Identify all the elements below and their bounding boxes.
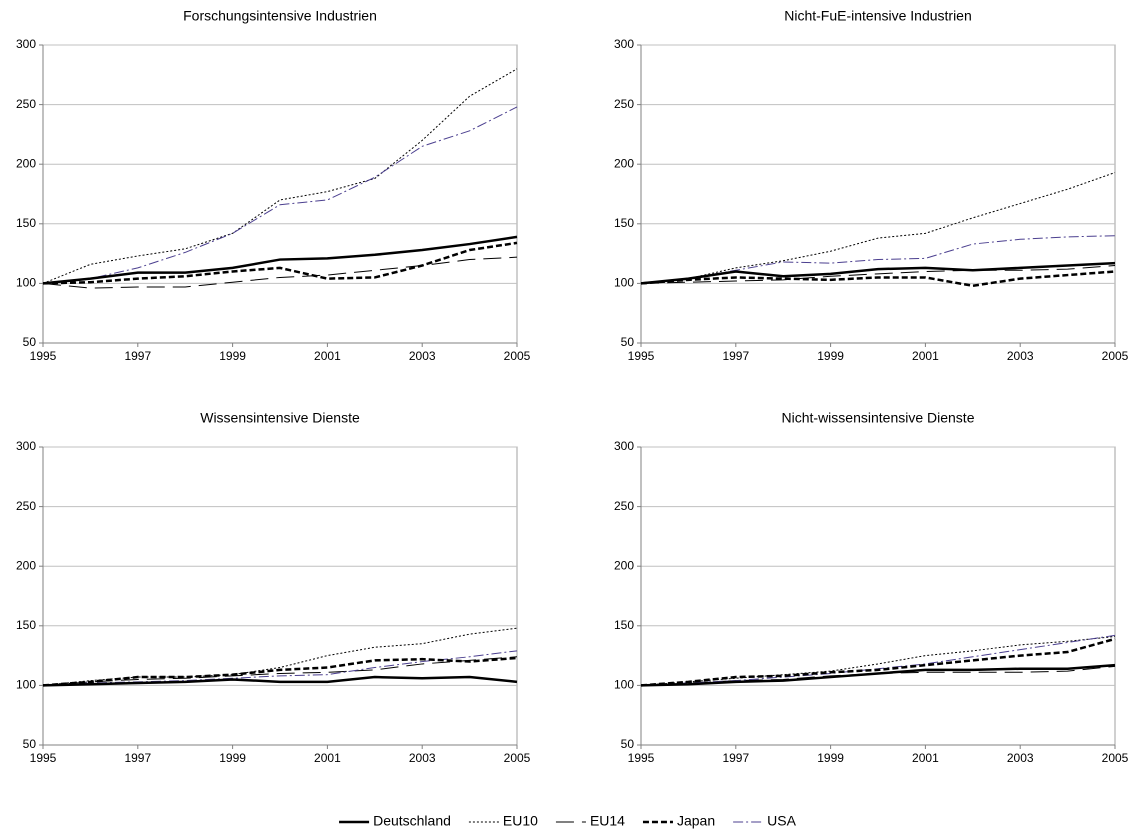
x-tick-label: 1999: [219, 349, 246, 363]
x-tick-label: 2001: [912, 751, 939, 765]
chart-title: Wissensintensive Dienste: [200, 410, 360, 426]
y-tick-label: 150: [16, 618, 36, 632]
x-tick-label: 2003: [1007, 751, 1034, 765]
plot-border: [42, 446, 518, 746]
series-line: [640, 265, 1116, 284]
series-line: [640, 637, 1116, 687]
legend-label: USA: [767, 813, 796, 829]
x-tick-label: 2001: [912, 349, 939, 363]
x-tick-label: 2005: [1102, 751, 1129, 765]
x-tick-label: 2001: [314, 349, 341, 363]
y-tick-label: 200: [614, 558, 634, 572]
y-tick-label: 150: [614, 618, 634, 632]
y-tick-label: 200: [16, 558, 36, 572]
y-tick-label: 300: [16, 439, 36, 453]
series-line: [42, 627, 518, 686]
x-tick-label: 1995: [628, 751, 655, 765]
x-tick-label: 2005: [504, 349, 531, 363]
chart-title: Nicht-wissensintensive Dienste: [782, 410, 975, 426]
y-tick-label: 250: [16, 499, 36, 513]
series-line: [640, 663, 1116, 687]
series-line: [42, 656, 518, 687]
chart-title: Forschungsintensive Industrien: [183, 8, 377, 24]
plot-border: [640, 44, 1116, 344]
series-line: [640, 261, 1116, 285]
x-tick-label: 1997: [722, 349, 749, 363]
series-line: [42, 675, 518, 687]
x-tick-label: 1997: [124, 349, 151, 363]
y-tick-label: 300: [16, 37, 36, 51]
y-tick-label: 250: [614, 499, 634, 513]
series-line: [42, 235, 518, 285]
legend-label: EU14: [590, 813, 625, 829]
y-tick-label: 100: [614, 276, 634, 290]
x-tick-label: 2003: [409, 751, 436, 765]
y-tick-label: 200: [16, 156, 36, 170]
series-line: [640, 636, 1116, 686]
x-tick-label: 1995: [30, 349, 57, 363]
x-tick-label: 1997: [722, 751, 749, 765]
y-tick-label: 300: [614, 439, 634, 453]
series-line: [640, 270, 1116, 288]
x-tick-label: 1999: [817, 349, 844, 363]
y-tick-label: 250: [614, 97, 634, 111]
y-tick-label: 250: [16, 97, 36, 111]
y-tick-label: 150: [16, 216, 36, 230]
x-tick-label: 1997: [124, 751, 151, 765]
legend-label: Japan: [677, 813, 715, 829]
x-tick-label: 2003: [409, 349, 436, 363]
x-tick-label: 2005: [1102, 349, 1129, 363]
legend-label: EU10: [503, 813, 538, 829]
legend-label: Deutschland: [373, 813, 451, 829]
series-line: [42, 656, 518, 686]
x-tick-label: 2001: [314, 751, 341, 765]
y-tick-label: 50: [23, 335, 37, 349]
y-tick-label: 100: [16, 678, 36, 692]
y-tick-label: 150: [614, 216, 634, 230]
x-tick-label: 1995: [628, 349, 655, 363]
plot-border: [640, 446, 1116, 746]
series-line: [42, 256, 518, 289]
series-line: [42, 68, 518, 284]
series-line: [42, 106, 518, 284]
y-tick-label: 100: [614, 678, 634, 692]
y-tick-label: 50: [621, 737, 635, 751]
y-tick-label: 50: [621, 335, 635, 349]
x-tick-label: 2003: [1007, 349, 1034, 363]
x-tick-label: 2005: [504, 751, 531, 765]
y-tick-label: 200: [614, 156, 634, 170]
series-line: [42, 650, 518, 686]
y-tick-label: 50: [23, 737, 37, 751]
x-tick-label: 1999: [219, 751, 246, 765]
series-line: [42, 241, 518, 285]
chart-title: Nicht-FuE-intensive Industrien: [784, 8, 972, 24]
x-tick-label: 1995: [30, 751, 57, 765]
series-line: [640, 172, 1116, 284]
y-tick-label: 100: [16, 276, 36, 290]
y-tick-label: 300: [614, 37, 634, 51]
x-tick-label: 1999: [817, 751, 844, 765]
plot-border: [42, 44, 518, 344]
